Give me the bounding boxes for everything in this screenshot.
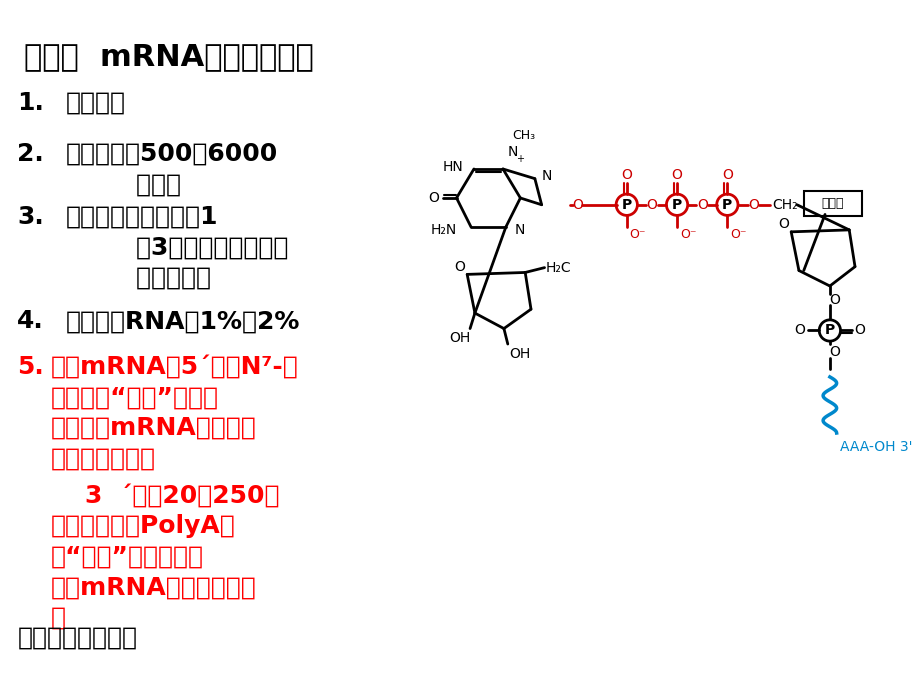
Text: O⁻: O⁻	[629, 228, 645, 242]
Text: O: O	[828, 293, 839, 306]
Text: O: O	[671, 168, 682, 181]
Text: O: O	[453, 259, 464, 274]
Text: 占细胞总RNA：1%～2%: 占细胞总RNA：1%～2%	[65, 309, 300, 333]
Text: O: O	[747, 198, 758, 212]
Text: O: O	[646, 198, 657, 212]
Text: P: P	[823, 324, 834, 337]
Text: 5.: 5.	[17, 355, 44, 379]
Text: N: N	[507, 145, 517, 159]
Text: O⁻: O⁻	[679, 228, 696, 242]
Text: O: O	[854, 324, 865, 337]
Text: 真核mRNA的5´端有N⁷-甲
基鸟苷的“帽状”结构：
具有稳定mRNA及有助于
翻译起始的作用: 真核mRNA的5´端有N⁷-甲 基鸟苷的“帽状”结构： 具有稳定mRNA及有助于…	[51, 355, 298, 471]
Text: O⁻: O⁻	[730, 228, 746, 242]
Text: P: P	[671, 198, 681, 212]
FancyBboxPatch shape	[803, 191, 861, 217]
Text: AAA-OH 3': AAA-OH 3'	[839, 440, 911, 453]
Text: 3  ´端有20～250个
多聚腔苷酸（PolyA）
的“尾状”结构：具有
维持mRNA翻译模板的活
性: 3 ´端有20～250个 多聚腔苷酸（PolyA） 的“尾状”结构：具有 维持m…	[51, 483, 279, 630]
Text: O: O	[794, 324, 804, 337]
Text: H₂N: H₂N	[430, 223, 457, 237]
Text: O: O	[777, 217, 788, 231]
Text: O: O	[828, 345, 839, 359]
Text: OH: OH	[508, 346, 529, 361]
Text: CH₂: CH₂	[772, 198, 798, 212]
Text: ＊（组蛋白除外）: ＊（组蛋白除外）	[17, 626, 137, 649]
Text: P: P	[621, 198, 631, 212]
Text: 半衰期短：原核生特1
        ～3分钟，真核生物数
        小时或几天: 半衰期短：原核生特1 ～3分钟，真核生物数 小时或几天	[65, 205, 288, 290]
Text: 2.: 2.	[17, 142, 44, 166]
Text: 3.: 3.	[17, 205, 44, 229]
Text: N: N	[514, 223, 524, 237]
Text: +: +	[516, 155, 524, 164]
Text: O: O	[572, 198, 583, 212]
Text: O: O	[696, 198, 707, 212]
Text: 鸟嘴呐: 鸟嘴呐	[821, 197, 843, 210]
Text: O: O	[620, 168, 631, 181]
Text: 1.: 1.	[17, 90, 44, 115]
Text: N: N	[540, 169, 551, 183]
Text: CH₃: CH₃	[512, 128, 535, 141]
Text: P: P	[721, 198, 732, 212]
Text: O: O	[721, 168, 732, 181]
Text: 大小不一：500～6000
        个碱基: 大小不一：500～6000 个碱基	[65, 142, 278, 197]
Text: O: O	[427, 191, 438, 205]
Text: 种类繁多: 种类繁多	[65, 90, 126, 115]
Text: H₂C: H₂C	[545, 261, 571, 275]
Text: OH: OH	[448, 331, 470, 345]
Text: HN: HN	[442, 160, 462, 174]
Text: （一）  mRNA的一般特点：: （一） mRNA的一般特点：	[24, 42, 313, 71]
Text: 4.: 4.	[17, 309, 44, 333]
